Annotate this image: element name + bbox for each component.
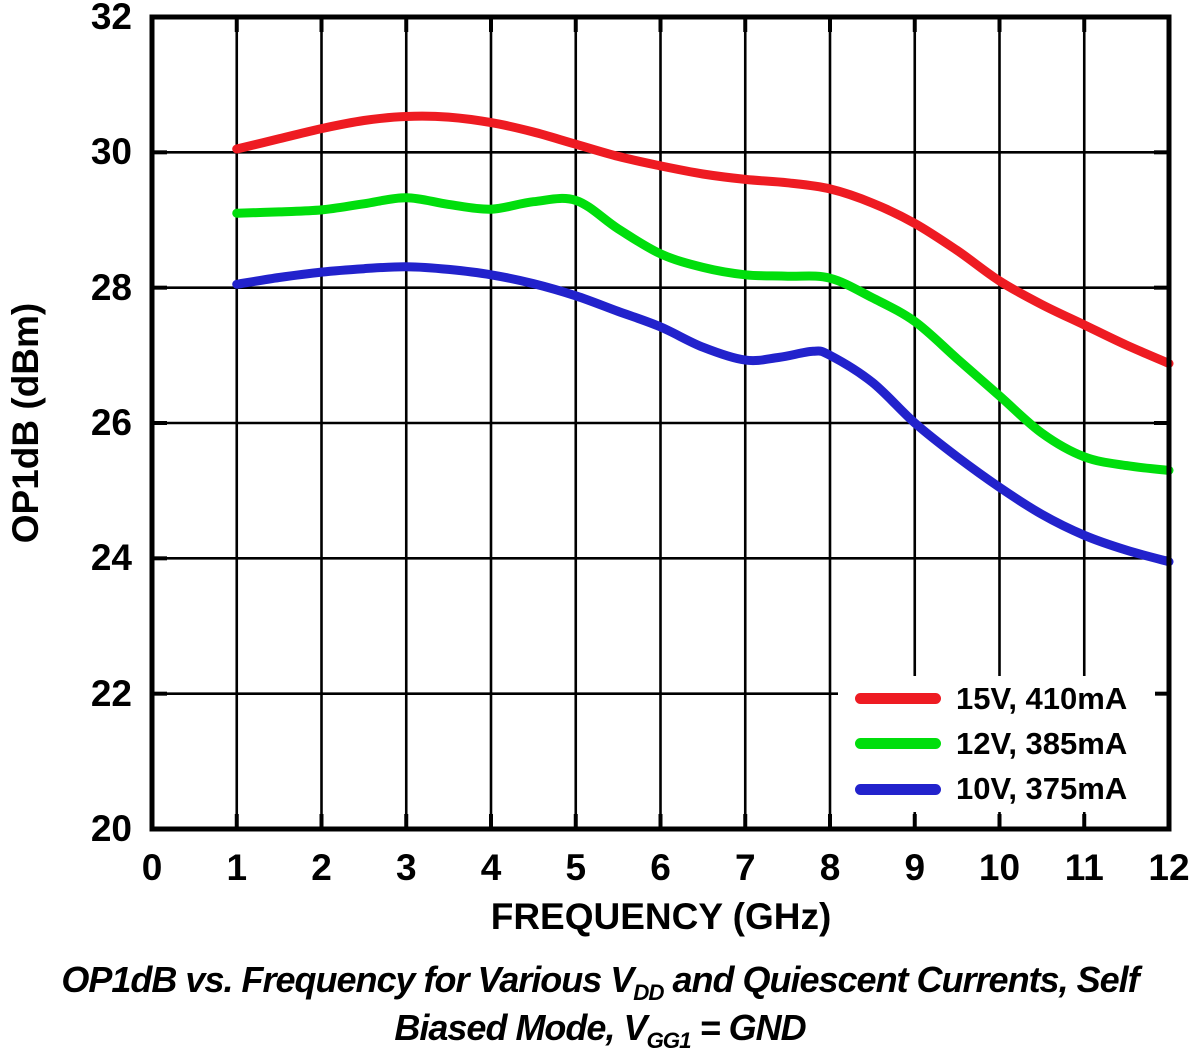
caption-line-2: Biased Mode, VGG1 = GND xyxy=(394,1007,806,1054)
x-tick-label-9: 9 xyxy=(904,847,926,888)
caption: OP1dB vs. Frequency for Various VDD and … xyxy=(0,956,1200,1052)
legend-swatch-green xyxy=(855,738,941,750)
legend-label-15v: 15V, 410mA xyxy=(956,680,1128,716)
y-tick-label-28: 28 xyxy=(90,266,132,308)
y-tick-label-30: 30 xyxy=(90,131,132,173)
x-tick-label-0: 0 xyxy=(141,847,163,888)
y-tick-label-32: 32 xyxy=(90,0,132,37)
legend-label-12v: 12V, 385mA xyxy=(956,725,1128,761)
x-tick-label-1: 1 xyxy=(226,847,248,888)
caption-sub-vdd: DD xyxy=(633,980,664,1006)
x-tick-label-11: 11 xyxy=(1064,847,1104,888)
x-tick-label-6: 6 xyxy=(650,847,671,888)
legend-item-12v: 12V, 385mA xyxy=(838,726,1155,762)
x-tick-label-8: 8 xyxy=(819,847,841,888)
legend-swatch-blue xyxy=(855,783,941,795)
x-tick-label-4: 4 xyxy=(480,847,502,888)
y-tick-label-22: 22 xyxy=(90,672,132,714)
x-tick-label-10: 10 xyxy=(978,847,1021,888)
legend-item-15v: 15V, 410mA xyxy=(838,681,1155,717)
caption-line-1: OP1dB vs. Frequency for Various VDD and … xyxy=(61,959,1139,1006)
y-axis-title: OP1dB (dBm) xyxy=(5,302,46,544)
caption-sub-vgg1: GG1 xyxy=(646,1028,691,1054)
legend-item-10v: 10V, 375mA xyxy=(838,771,1155,807)
y-tick-label-20: 20 xyxy=(90,808,132,849)
curve-10v-375ma xyxy=(232,262,1174,567)
legend: 15V, 410mA 12V, 385mA 10V, 375mA xyxy=(838,676,1155,812)
curve-12v-385ma xyxy=(232,193,1174,475)
x-axis-title: FREQUENCY (GHz) xyxy=(490,896,832,937)
x-tick-label-5: 5 xyxy=(565,847,587,888)
legend-swatch-red xyxy=(855,693,941,705)
x-tick-label-3: 3 xyxy=(395,847,417,888)
curve-15v-410ma xyxy=(232,111,1174,368)
y-tick-label-26: 26 xyxy=(90,402,132,443)
plot-border xyxy=(149,14,1172,832)
x-tick-label-12: 12 xyxy=(1148,847,1190,888)
x-tick-label-7: 7 xyxy=(734,847,756,888)
y-tick-label-24: 24 xyxy=(90,537,132,579)
legend-label-10v: 10V, 375mA xyxy=(956,771,1128,807)
x-tick-label-2: 2 xyxy=(311,847,332,888)
